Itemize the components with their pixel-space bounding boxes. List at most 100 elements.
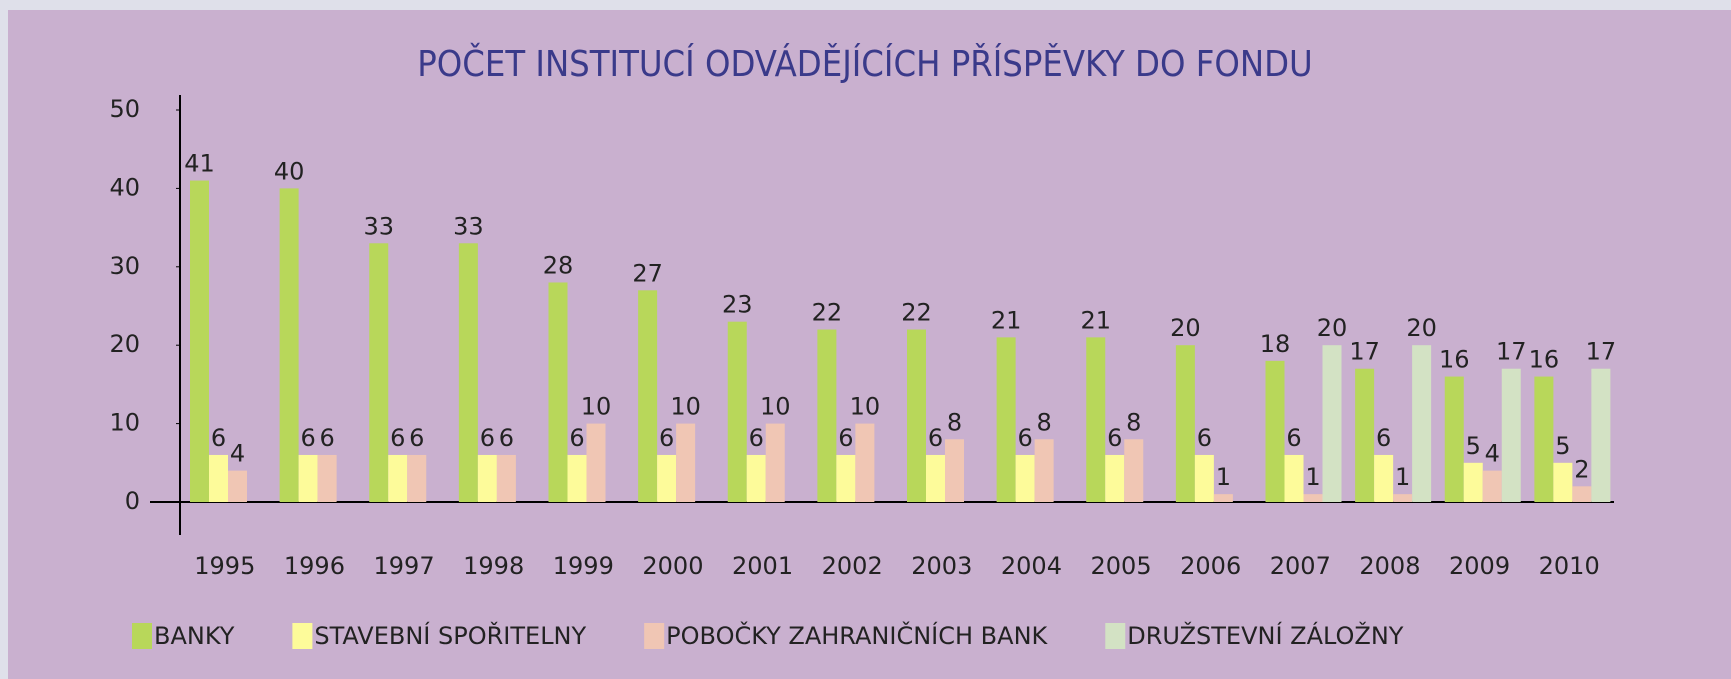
value-label: 6 (838, 424, 853, 452)
value-label: 6 (390, 424, 405, 452)
value-label: 6 (659, 424, 674, 452)
legend-label: POBOČKY ZAHRANIČNÍCH BANK (666, 620, 1048, 650)
x-tick-label: 1997 (374, 552, 435, 580)
bar (1034, 439, 1054, 502)
bar (1015, 454, 1035, 502)
x-tick-label: 2003 (911, 552, 972, 580)
value-label: 18 (1260, 330, 1291, 358)
bar (907, 329, 926, 502)
value-label: 1 (1395, 463, 1410, 491)
bar (1412, 345, 1432, 502)
value-label: 6 (211, 424, 226, 452)
bar (1086, 337, 1106, 502)
bar (1374, 454, 1394, 502)
value-label: 6 (928, 424, 943, 452)
x-tick-label: 1995 (194, 552, 255, 580)
value-label: 2 (1574, 455, 1589, 483)
bar (1393, 494, 1413, 502)
bar (1463, 462, 1483, 502)
bar (1284, 454, 1304, 502)
legend-swatch (644, 623, 665, 649)
value-label: 6 (300, 424, 315, 452)
y-tick-label: 10 (109, 409, 140, 437)
bar (1213, 494, 1233, 502)
y-tick-label: 40 (109, 173, 140, 201)
value-label: 6 (1286, 424, 1301, 452)
bar (1501, 368, 1521, 502)
bar (1534, 376, 1554, 502)
value-label: 5 (1466, 432, 1481, 460)
bar (1553, 462, 1573, 502)
value-label: 8 (947, 408, 962, 436)
bar (657, 454, 677, 502)
chart-title: POČET INSTITUCÍ ODVÁDĚJÍCÍCH PŘÍSPĚVKY D… (417, 43, 1312, 85)
bar (496, 454, 516, 502)
bar (817, 329, 837, 502)
bar (1322, 345, 1342, 502)
x-tick-label: 1999 (553, 552, 614, 580)
x-tick-label: 1996 (284, 552, 345, 580)
value-label: 4 (1485, 440, 1500, 468)
bar (228, 470, 247, 502)
bar (586, 423, 606, 502)
x-tick-label: 2005 (1091, 552, 1152, 580)
x-tick-label: 2000 (642, 552, 703, 580)
y-tick-label: 0 (125, 487, 140, 515)
value-label: 41 (184, 150, 215, 178)
value-label: 1 (1216, 463, 1231, 491)
bar (1482, 470, 1502, 502)
value-label: 6 (319, 424, 334, 452)
bar (567, 454, 587, 502)
value-label: 6 (499, 424, 514, 452)
bar (727, 321, 747, 502)
value-label: 4 (230, 440, 245, 468)
value-label: 33 (453, 212, 484, 240)
bar (1355, 368, 1375, 502)
x-tick-label: 2008 (1359, 552, 1420, 580)
value-label: 6 (409, 424, 424, 452)
value-label: 6 (1376, 424, 1391, 452)
value-label: 22 (812, 299, 843, 327)
bar (926, 454, 945, 502)
x-tick-label: 2002 (822, 552, 883, 580)
value-label: 10 (670, 393, 701, 421)
bar (1124, 439, 1144, 502)
value-label: 6 (480, 424, 495, 452)
value-label: 5 (1555, 432, 1570, 460)
value-label: 33 (363, 212, 394, 240)
bar (1175, 345, 1195, 502)
value-label: 17 (1586, 338, 1617, 366)
value-label: 23 (722, 291, 753, 319)
value-label: 6 (569, 424, 584, 452)
value-label: 17 (1349, 338, 1380, 366)
legend-label: DRUŽSTEVNÍ ZÁLOŽNY (1127, 621, 1404, 650)
value-label: 6 (1017, 424, 1032, 452)
bar (369, 243, 389, 502)
value-label: 6 (749, 424, 764, 452)
value-label: 21 (991, 306, 1022, 334)
bar (279, 188, 299, 502)
x-tick-label: 2007 (1270, 552, 1331, 580)
bar (1303, 494, 1323, 502)
x-tick-label: 1998 (463, 552, 524, 580)
bar (548, 282, 568, 502)
value-label: 8 (1126, 408, 1141, 436)
value-label: 40 (274, 157, 305, 185)
bar (209, 454, 228, 502)
legend-label: STAVEBNÍ SPOŘITELNY (314, 621, 586, 650)
bar (1105, 454, 1125, 502)
value-label: 17 (1496, 338, 1527, 366)
value-label: 20 (1406, 314, 1437, 342)
x-tick-label: 2010 (1539, 552, 1600, 580)
bar (765, 423, 785, 502)
value-label: 6 (1107, 424, 1122, 452)
bar (298, 454, 318, 502)
bar (836, 454, 856, 502)
x-tick-label: 2001 (732, 552, 793, 580)
y-tick-label: 50 (109, 95, 140, 123)
bar (458, 243, 478, 502)
value-label: 20 (1317, 314, 1348, 342)
value-label: 20 (1170, 314, 1201, 342)
legend-swatch (292, 623, 313, 649)
value-label: 28 (543, 251, 574, 279)
